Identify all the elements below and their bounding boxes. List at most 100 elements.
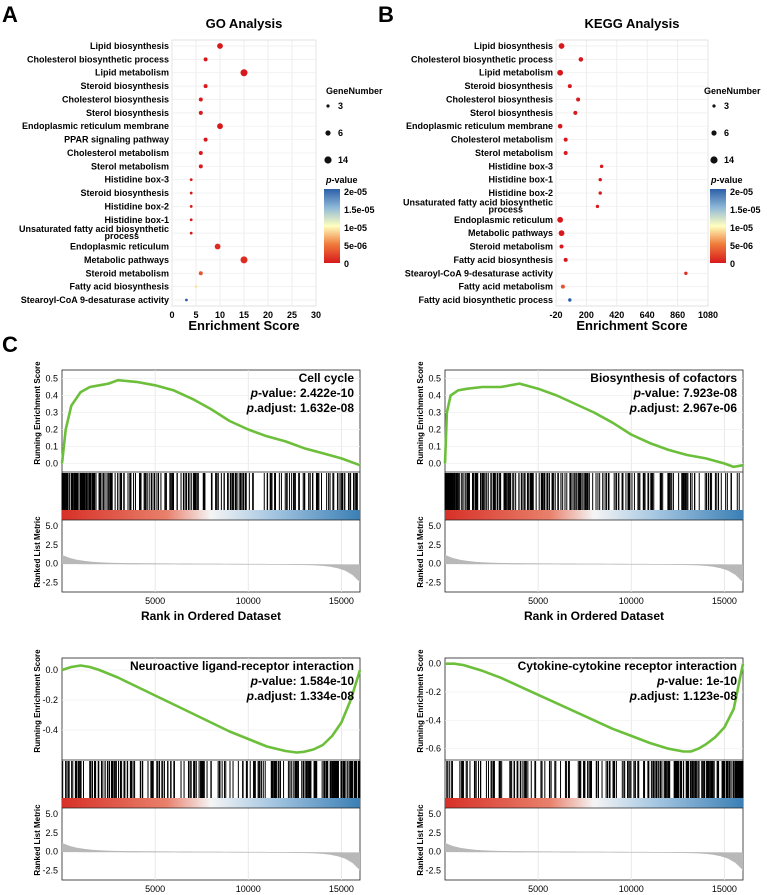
kegg-legend-size-dot <box>710 156 718 164</box>
kegg-category-label: Stearoyl-CoA 9-desaturase activity <box>405 268 553 278</box>
gsea-rank-colorbar <box>62 510 360 520</box>
kegg-legend-size-label: 14 <box>724 155 734 165</box>
go-dot <box>203 84 208 89</box>
go-x-tick: 10 <box>215 310 225 320</box>
go-dot <box>217 123 223 130</box>
kegg-category-label: Histidine box-3 <box>488 161 553 171</box>
go-dot <box>198 150 203 155</box>
go-category-label: Endoplasmic reticulum <box>70 242 169 252</box>
go-category-label: Histidine box-1 <box>104 215 169 225</box>
go-legend-size-label: 3 <box>338 101 343 111</box>
kegg-legend-color-label: 0 <box>730 259 735 269</box>
kegg-plot-frame <box>555 39 709 307</box>
gsea-plot-3: 0.0 -0.2 -0.4 5.0 2.5 0.0 -2.5 5000 10000 15000 Ra… <box>33 649 362 894</box>
gsea-padjust: p.adjust: 1.632e-08 <box>246 401 355 415</box>
kegg-category-label: Steroid metabolism <box>469 242 553 252</box>
kegg-legend-color-label: 1e-05 <box>730 223 753 233</box>
gsea-padjust: p.adjust: 1.123e-08 <box>629 689 738 703</box>
go-x-tick: 15 <box>239 310 249 320</box>
go-legend-size-dot <box>325 130 331 136</box>
go-dot <box>203 137 208 142</box>
gsea-es-tick: -0.6 <box>425 744 441 754</box>
go-category-label: Lipid metabolism <box>95 68 169 78</box>
gsea-rank-tick: 5000 <box>145 596 165 606</box>
go-category-label: Histidine box-3 <box>104 175 169 185</box>
gsea-es-tick: 0.0 <box>45 665 58 675</box>
gsea-ranked-metric-area <box>445 842 743 871</box>
gsea-rank-tick: 10000 <box>619 884 644 894</box>
gsea-plot-1: 0.0 0.1 0.2 0.3 0.4 0.5 5.0 2.5 0.0 -2.5 5000 10000… <box>33 361 361 623</box>
go-category-label: Histidine box-2 <box>104 201 169 211</box>
gsea-rank-colorbar <box>445 798 743 808</box>
kegg-dot <box>563 150 568 155</box>
gsea-rank-tick: 15000 <box>329 884 354 894</box>
gsea-metric-tick: -2.5 <box>42 577 58 587</box>
go-category-label: Stearoyl-CoA 9-desaturase activity <box>21 295 169 305</box>
gsea-pvalue: p-value: 1.584e-10 <box>250 674 355 688</box>
go-dot <box>189 218 193 222</box>
gsea-padjust-text: .adjust: 1.334e-08 <box>254 689 354 703</box>
kegg-legend-size-dot <box>711 130 717 136</box>
gsea-padjust: p.adjust: 1.334e-08 <box>246 689 355 703</box>
gsea-rank-tick: 10000 <box>236 884 261 894</box>
kegg-x-tick: 420 <box>609 310 624 320</box>
gsea-ranked-metric-area <box>445 554 743 583</box>
go-dot <box>194 285 198 289</box>
gsea-es-tick: 0.4 <box>428 391 441 401</box>
kegg-legend-color-title-rest: -value <box>717 175 743 185</box>
gsea-es-curve <box>443 382 744 469</box>
gsea-padjust-text: .adjust: 1.123e-08 <box>637 689 737 703</box>
go-legend-color-title: p-value <box>325 175 358 185</box>
gsea-pvalue-text: -value: 7.923e-08 <box>641 386 737 400</box>
go-category-label: PPAR signaling pathway <box>64 135 169 145</box>
gsea-hit-lines <box>446 761 744 798</box>
go-x-tick: 5 <box>193 310 198 320</box>
kegg-legend-color-title: p-value <box>710 175 743 185</box>
kegg-category-label: Cholesterol biosynthesis <box>446 94 553 104</box>
go-dot <box>198 97 203 102</box>
gsea-rank-tick: 10000 <box>236 596 261 606</box>
kegg-category-label: Fatty acid biosynthetic process <box>418 295 553 305</box>
go-legend-color-label: 5e-06 <box>344 241 367 251</box>
gsea-xlabel: Rank in Ordered Dataset <box>524 609 664 623</box>
go-legend-color-label: 1e-05 <box>344 223 367 233</box>
kegg-category-label: Histidine box-2 <box>488 188 553 198</box>
kegg-legend-size-label: 6 <box>724 128 729 138</box>
kegg-dot <box>558 230 565 237</box>
gsea-rank-tick: 5000 <box>528 884 548 894</box>
kegg-x-tick: -20 <box>549 310 562 320</box>
gsea-plots: 0.0 0.1 0.2 0.3 0.4 0.5 5.0 2.5 0.0 -2.5 5000 10000… <box>33 361 745 894</box>
gsea-title: Cell cycle <box>299 371 355 385</box>
go-x-tick: 25 <box>287 310 297 320</box>
gsea-hit-lines <box>444 473 740 510</box>
kegg-dot <box>557 123 563 129</box>
gsea-rank-tick: 15000 <box>712 884 737 894</box>
kegg-legend-size-label: 3 <box>724 101 729 111</box>
gsea-metric-ylabel: Ranked List Metric <box>416 516 425 588</box>
go-category-label: Cholesterol biosynthetic process <box>27 54 169 64</box>
gsea-metric-tick: 0.0 <box>428 559 441 569</box>
gsea-padjust-p: p <box>246 689 254 703</box>
kegg-dot <box>557 69 564 76</box>
kegg-legend-color-label: 1.5e-05 <box>730 205 761 215</box>
gsea-metric-tick: 2.5 <box>45 828 58 838</box>
kegg-category-label: Endoplasmic reticulum membrane <box>406 121 553 131</box>
gsea-metric-ylabel: Ranked List Metric <box>33 804 42 876</box>
gsea-ranked-metric-area <box>62 842 360 871</box>
go-dot <box>217 43 223 49</box>
go-dot <box>198 164 203 169</box>
kegg-legend-colorbar <box>710 189 726 263</box>
kegg-category-label: Cholesterol biosynthetic process <box>411 54 553 64</box>
gsea-metric-tick: 0.0 <box>428 847 441 857</box>
go-legend-color-title-rest: -value <box>332 175 358 185</box>
go-legend: GeneNumber p-value 3 6 14 2e-05 1.5e-05 1e-05… <box>324 86 383 269</box>
go-legend-size-dot <box>326 104 330 108</box>
gsea-hit-lines <box>62 761 361 798</box>
kegg-dot <box>599 164 604 169</box>
gsea-es-curve <box>60 378 361 467</box>
gsea-padjust-p: p <box>629 401 637 415</box>
go-dot <box>189 205 193 208</box>
kegg-legend-color-label: 5e-06 <box>730 241 753 251</box>
gsea-es-tick: 0.3 <box>45 408 58 418</box>
go-legend-colorbar <box>324 189 340 263</box>
